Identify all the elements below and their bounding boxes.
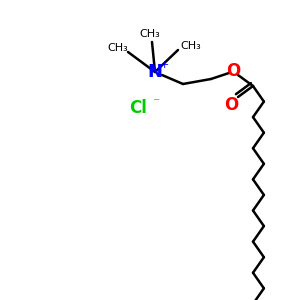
Text: +: + <box>159 60 169 70</box>
Text: O: O <box>226 62 240 80</box>
Text: CH₃: CH₃ <box>181 41 201 51</box>
Text: CH₃: CH₃ <box>140 29 160 39</box>
Text: ⁻: ⁻ <box>152 96 160 110</box>
Text: Cl: Cl <box>129 99 147 117</box>
Text: O: O <box>224 96 238 114</box>
Text: CH₃: CH₃ <box>108 43 128 53</box>
Text: N: N <box>148 63 163 81</box>
